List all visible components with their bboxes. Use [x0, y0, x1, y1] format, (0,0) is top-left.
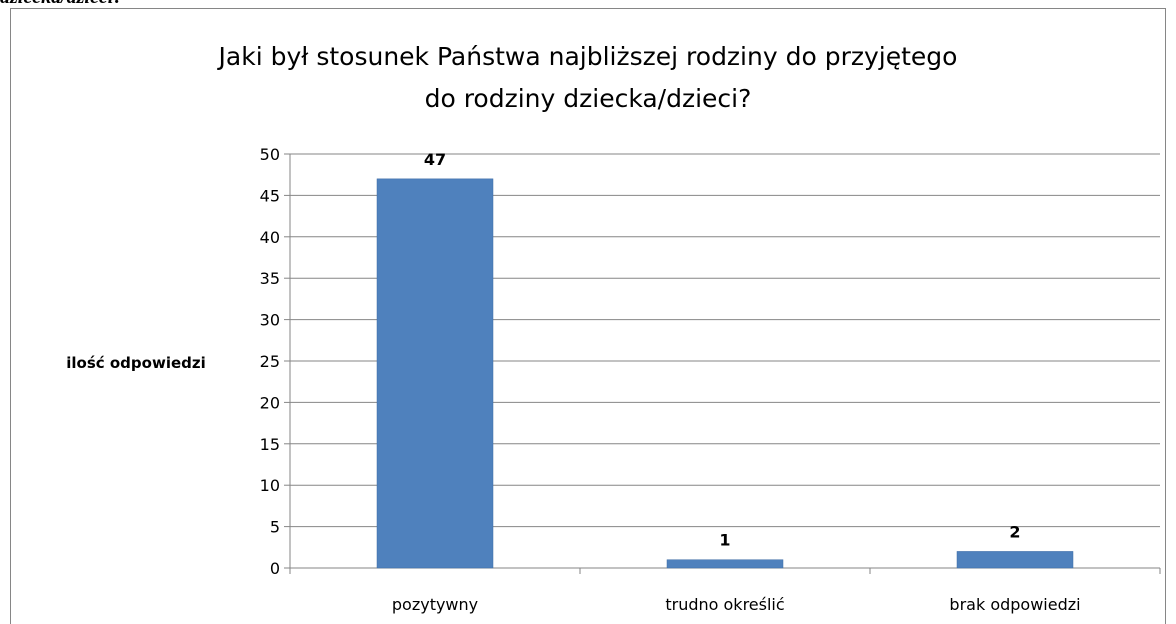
- data-label-2: 1: [719, 531, 730, 550]
- bar-3: [956, 551, 1074, 569]
- category-label-2: trudno określić: [665, 595, 784, 614]
- chart-title-line-1: Jaki był stosunek Państwa najbliższej ro…: [218, 42, 958, 71]
- y-tick-label: 5: [270, 518, 280, 537]
- y-tick-label: 40: [260, 228, 280, 247]
- y-tick-label: 10: [260, 476, 280, 495]
- y-tick-label: 15: [260, 435, 280, 454]
- y-tick-label: 35: [260, 269, 280, 288]
- y-tick-label: 30: [260, 311, 280, 330]
- category-label-3: brak odpowiedzi: [949, 595, 1080, 614]
- y-tick-label: 0: [270, 559, 280, 578]
- y-axis-label: ilość odpowiedzi: [66, 354, 206, 372]
- category-label-1: pozytywny: [392, 595, 478, 614]
- y-tick-label: 25: [260, 352, 280, 371]
- data-label-3: 2: [1009, 522, 1020, 541]
- chart-title: Jaki był stosunek Państwa najbliższej ro…: [0, 36, 1176, 120]
- data-label-1: 47: [424, 150, 446, 169]
- bar-2: [666, 559, 784, 569]
- chart-frame: [10, 8, 1166, 624]
- y-tick-label: 20: [260, 393, 280, 412]
- bar-1: [376, 178, 494, 569]
- y-tick-label: 45: [260, 186, 280, 205]
- chart-title-line-2: do rodziny dziecka/dzieci?: [424, 84, 752, 113]
- document-caption-fragment: dziecka/dzieci?: [0, 0, 123, 9]
- y-tick-label: 50: [260, 145, 280, 164]
